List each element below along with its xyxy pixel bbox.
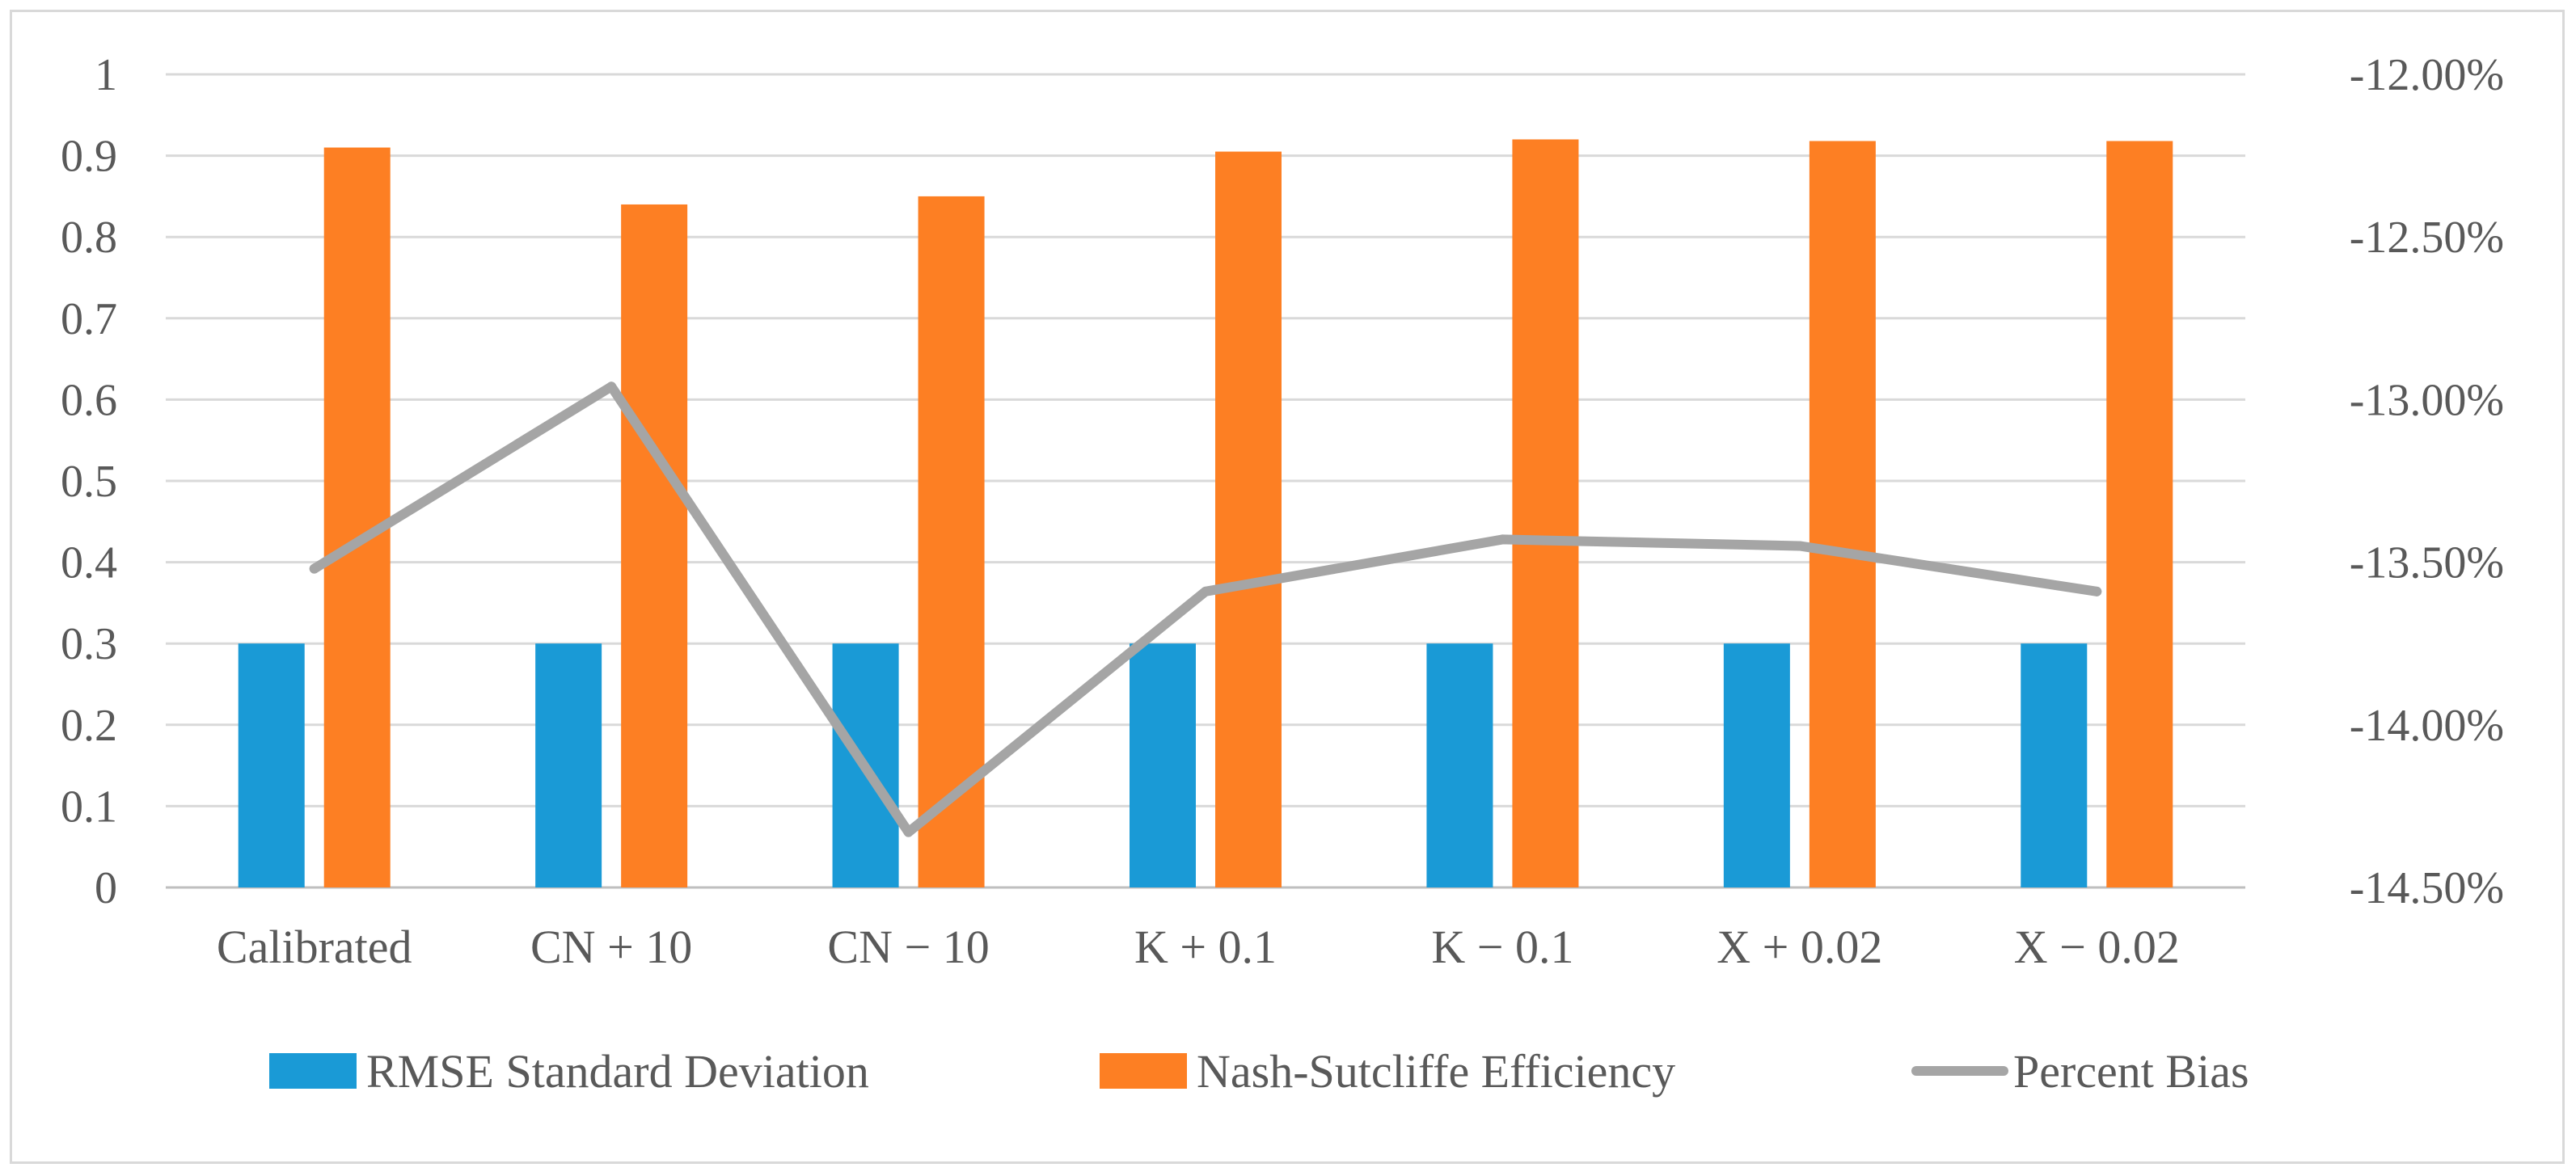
legend-swatch-2 [1100, 1053, 1187, 1089]
percent-bias-point-5 [1497, 534, 1508, 545]
y-right-tick-label: -14.00% [2350, 701, 2504, 751]
rmse-bar-7 [2021, 643, 2088, 887]
y-left-tick-label: 0.4 [61, 538, 117, 588]
right-y-axis: -14.50% -14.00% -13.50% -13.00% -12.50% -12.0… [2350, 50, 2504, 913]
y-left-tick-label: 0.2 [61, 701, 117, 751]
chart-canvas: 00.10.20.30.40.50.60.70.80.91 -14.50%-14… [61, 50, 2504, 1098]
rmse-bar-4 [1130, 643, 1196, 887]
y-left-tick-label: 0.1 [61, 782, 117, 832]
x-category-label: Calibrated [217, 921, 412, 973]
legend-swatch-1 [269, 1053, 357, 1089]
nse-bar-6 [1809, 141, 1876, 887]
y-left-tick-label: 0.5 [61, 457, 117, 507]
percent-bias-point-7 [2092, 586, 2102, 596]
percent-bias-line-layer [309, 381, 2102, 837]
y-left-tick-label: 0.6 [61, 375, 117, 425]
x-category-label: X + 0.02 [1717, 921, 1882, 973]
x-axis-categories: Calibrated CN + 10 CN − 10 K + 0.1 K − 0.1 X … [217, 921, 2180, 973]
left-y-axis: 0 0.1 0.2 0.3 0.4 0.5 0.6 0.7 0.8 0.9 1 [61, 50, 117, 913]
legend-label-1: RMSE Standard Deviation [366, 1045, 869, 1098]
percent-bias-point-2 [606, 381, 617, 392]
rmse-bar-2 [535, 643, 602, 887]
legend-label-2: Nash-Sutcliffe Efficiency [1197, 1045, 1675, 1098]
y-left-tick-label: 0.3 [61, 619, 117, 669]
y-left-tick-label: 1 [95, 50, 117, 100]
rmse-bar-1 [238, 643, 305, 887]
gridlines [166, 73, 2245, 889]
y-right-tick-label: -12.50% [2350, 213, 2504, 263]
y-right-tick-label: -13.00% [2350, 375, 2504, 425]
nse-bar-4 [1215, 151, 1282, 887]
x-category-label: X − 0.02 [2014, 921, 2180, 973]
y-left-tick-label: 0.9 [61, 132, 117, 182]
bars [238, 139, 2173, 888]
percent-bias-point-4 [1201, 586, 1210, 596]
y-right-tick-label: -12.00% [2350, 50, 2504, 100]
x-category-label: K + 0.1 [1134, 921, 1277, 973]
y-right-tick-label: -14.50% [2350, 863, 2504, 913]
x-category-label: CN + 10 [530, 921, 692, 973]
legend-label-3: Percent Bias [2013, 1045, 2249, 1098]
y-left-tick-label: 0.8 [61, 213, 117, 263]
nse-bar-7 [2106, 141, 2173, 887]
rmse-bar-5 [1426, 643, 1493, 887]
nse-bar-2 [621, 204, 688, 887]
percent-bias-point-1 [309, 563, 319, 574]
nse-bar-3 [918, 196, 985, 887]
y-right-tick-label: -13.50% [2350, 538, 2504, 588]
nse-bar-1 [323, 147, 391, 888]
percent-bias-point-3 [903, 827, 914, 837]
y-left-tick-label: 0 [95, 863, 117, 913]
percent-bias-point-6 [1794, 541, 1805, 551]
chart-frame: 0 0.1 0.2 0.3 0.4 0.5 0.6 0.7 0.8 0.9 1 -14.50% -14… [10, 10, 2565, 1164]
x-category-label: K − 0.1 [1431, 921, 1573, 973]
nse-bar-5 [1512, 139, 1579, 888]
legend: RMSE Standard Deviation Nash-Sutcliffe Ef… [269, 1045, 2249, 1098]
x-category-label: CN − 10 [827, 921, 989, 973]
y-left-tick-label: 0.7 [61, 294, 117, 344]
rmse-bar-6 [1723, 643, 1790, 887]
